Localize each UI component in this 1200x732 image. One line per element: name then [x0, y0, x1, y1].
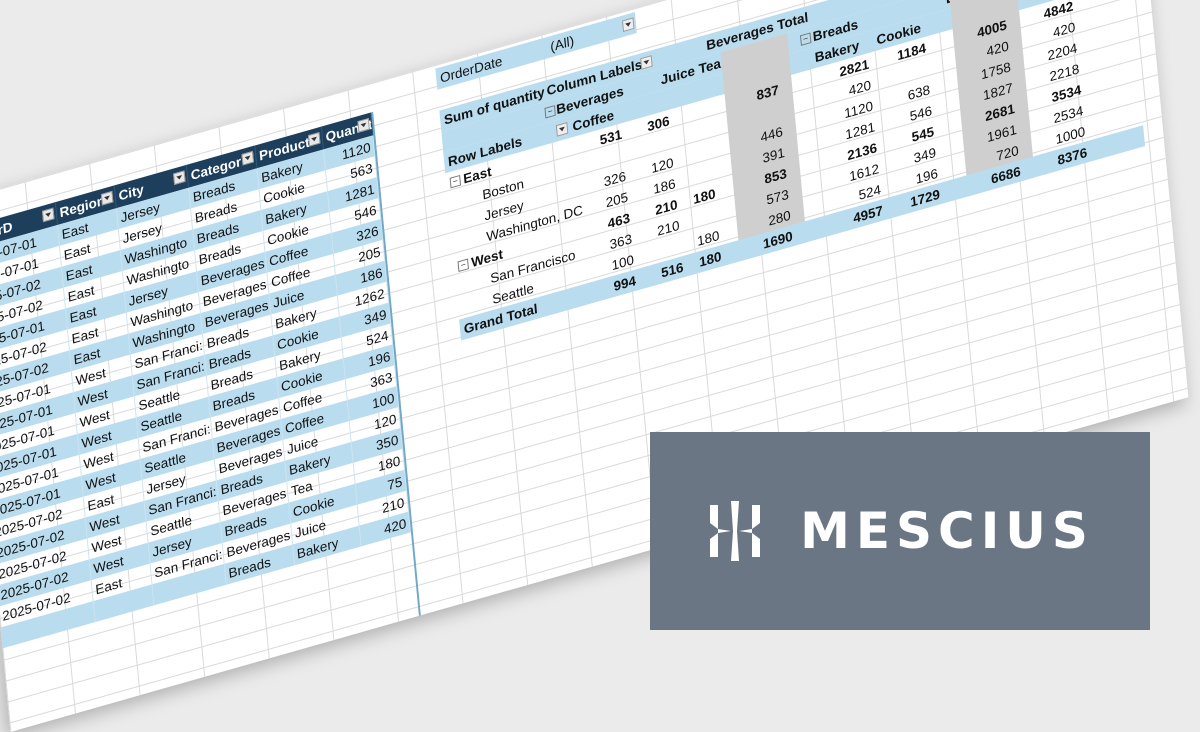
collapse-icon[interactable]: −: [544, 105, 556, 119]
column-header-label: City: [117, 181, 145, 204]
filter-dropdown-icon[interactable]: [308, 132, 321, 147]
collapse-icon[interactable]: −: [449, 174, 462, 189]
mescius-logo-icon: [710, 501, 761, 561]
pivot-table: OrderDate (All) Sum of quantity Column Labe…: [435, 0, 1146, 341]
logo-panel: MESCIUS: [650, 432, 1150, 630]
column-labels-dropdown-icon[interactable]: [640, 55, 653, 70]
source-data-table: OrderD Region City Categor Product Quantit 202…: [0, 112, 411, 649]
filter-dropdown-icon[interactable]: [622, 17, 635, 33]
filter-dropdown-icon[interactable]: [42, 207, 55, 223]
filter-dropdown-icon[interactable]: [241, 150, 254, 166]
filter-dropdown-icon[interactable]: [173, 170, 186, 185]
row-labels-dropdown-icon[interactable]: [555, 122, 569, 137]
collapse-icon[interactable]: −: [457, 258, 469, 272]
logo-wordmark: MESCIUS: [800, 502, 1094, 560]
filter-dropdown-icon[interactable]: [100, 190, 114, 206]
collapse-icon[interactable]: −: [799, 32, 812, 46]
